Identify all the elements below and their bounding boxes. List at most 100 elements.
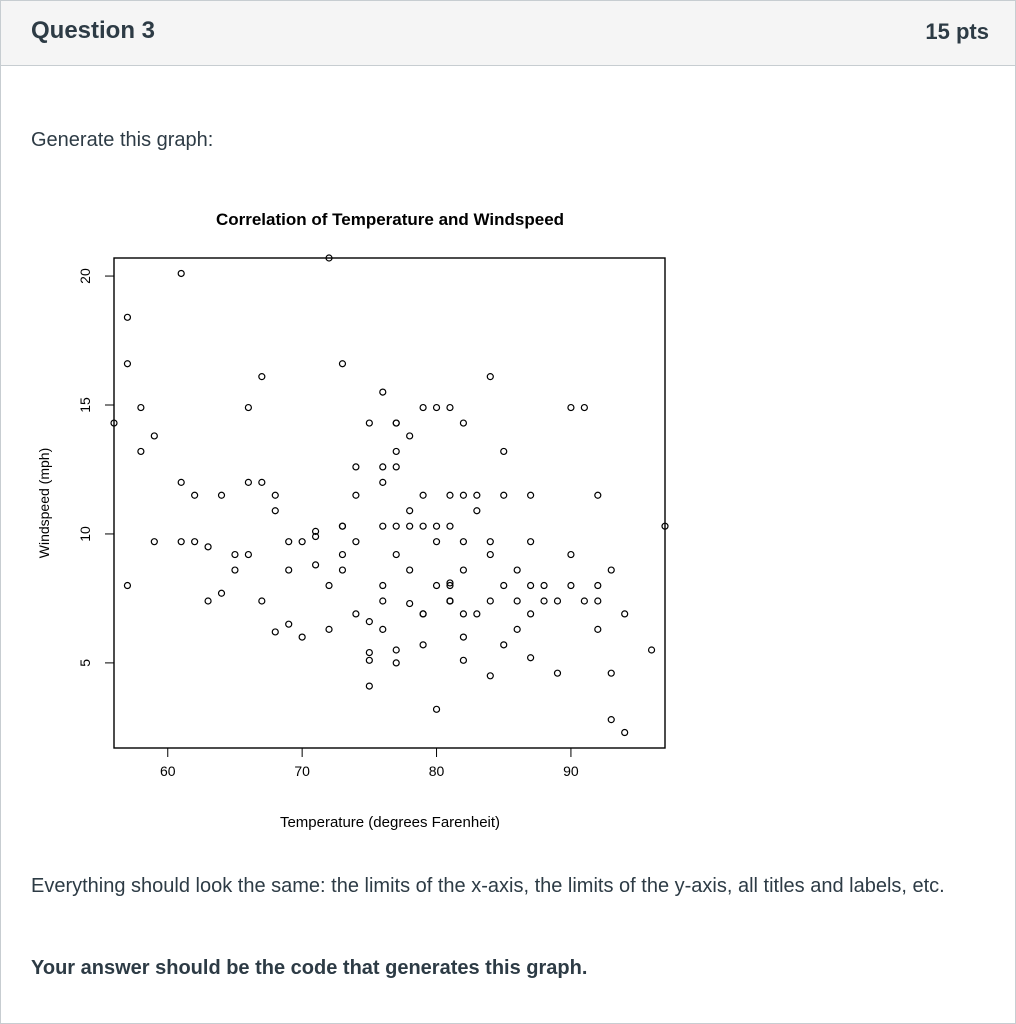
data-point: [459, 419, 468, 427]
data-point: [432, 522, 441, 530]
data-point: [285, 566, 293, 574]
data-point: [647, 646, 656, 654]
data-point: [527, 491, 535, 499]
data-point: [459, 656, 468, 664]
data-point: [325, 625, 333, 633]
data-point: [244, 478, 252, 486]
data-point: [379, 581, 387, 590]
y-tick-label: 5: [77, 659, 93, 667]
x-tick-label: 80: [429, 763, 445, 779]
data-point: [177, 538, 185, 546]
data-point: [594, 491, 602, 499]
data-point: [379, 388, 387, 396]
data-point: [594, 581, 602, 590]
y-tick-label: 20: [77, 268, 93, 284]
data-point: [231, 550, 239, 559]
data-point: [123, 360, 132, 368]
data-point: [379, 597, 387, 605]
data-point: [392, 463, 400, 471]
data-point: [137, 403, 145, 412]
data-point: [486, 550, 494, 559]
data-point: [258, 373, 266, 381]
data-point: [486, 373, 494, 381]
data-point: [392, 522, 400, 530]
question-points: 15 pts: [925, 19, 989, 44]
data-point: [217, 589, 226, 597]
data-point: [486, 538, 494, 546]
data-point: [191, 538, 199, 546]
data-point: [500, 581, 508, 590]
data-point: [432, 705, 441, 713]
data-point: [338, 522, 347, 530]
data-point: [406, 599, 414, 608]
data-point: [204, 543, 212, 551]
data-point: [271, 507, 279, 515]
data-point: [352, 610, 360, 618]
data-point: [123, 581, 132, 590]
data-point: [271, 628, 279, 636]
data-point: [446, 581, 454, 590]
data-point: [527, 654, 535, 662]
data-point: [446, 491, 454, 499]
data-point: [607, 566, 615, 574]
data-point: [432, 403, 441, 412]
data-point: [567, 581, 575, 590]
data-point: [110, 419, 118, 427]
data-point: [123, 313, 132, 321]
data-point: [137, 447, 145, 456]
data-point: [338, 566, 347, 574]
plot-box: [113, 257, 666, 749]
data-point: [527, 610, 535, 618]
data-point: [500, 447, 508, 456]
data-point: [527, 538, 535, 546]
data-point: [486, 672, 494, 680]
data-point: [580, 597, 588, 605]
data-point: [419, 522, 427, 530]
data-point: [379, 625, 387, 633]
data-point: [352, 491, 360, 499]
data-point: [392, 550, 400, 559]
data-point: [271, 491, 279, 499]
data-point: [419, 641, 427, 649]
x-axis-label: Temperature (degrees Farenheit): [280, 814, 500, 831]
data-point: [406, 566, 414, 574]
data-point: [285, 620, 293, 628]
data-point: [379, 463, 387, 471]
data-point: [553, 669, 562, 677]
data-point: [473, 507, 481, 515]
data-point: [513, 597, 521, 605]
data-point: [365, 648, 373, 657]
data-point: [338, 550, 347, 559]
y-axis: 5 10 15 20: [77, 268, 115, 667]
scatter-chart: Correlation of Temperature and Windspeed…: [36, 210, 669, 831]
data-point: [311, 561, 320, 569]
data-point: [419, 610, 427, 618]
data-point: [298, 633, 306, 641]
data-point: [580, 403, 588, 412]
data-point: [486, 597, 494, 605]
data-point: [392, 659, 400, 667]
data-point: [500, 641, 508, 649]
data-point: [473, 491, 481, 499]
data-point: [177, 269, 185, 278]
data-point: [594, 625, 602, 633]
data-point: [365, 618, 373, 626]
data-point: [594, 597, 602, 605]
data-point: [540, 581, 548, 590]
data-point: [244, 550, 252, 559]
data-point: [406, 507, 414, 515]
data-point: [150, 538, 158, 546]
data-point: [446, 403, 454, 412]
data-point: [553, 597, 562, 605]
data-point: [446, 579, 454, 587]
data-point: [392, 447, 400, 456]
y-axis-label: Windspeed (mph): [36, 448, 52, 559]
x-axis: 60 70 80 90: [160, 747, 579, 779]
data-point: [567, 550, 575, 559]
data-point: [446, 597, 454, 605]
x-tick-label: 70: [294, 763, 310, 779]
data-point: [459, 538, 468, 546]
x-tick-label: 90: [563, 763, 579, 779]
question-title: Question 3: [31, 17, 156, 44]
